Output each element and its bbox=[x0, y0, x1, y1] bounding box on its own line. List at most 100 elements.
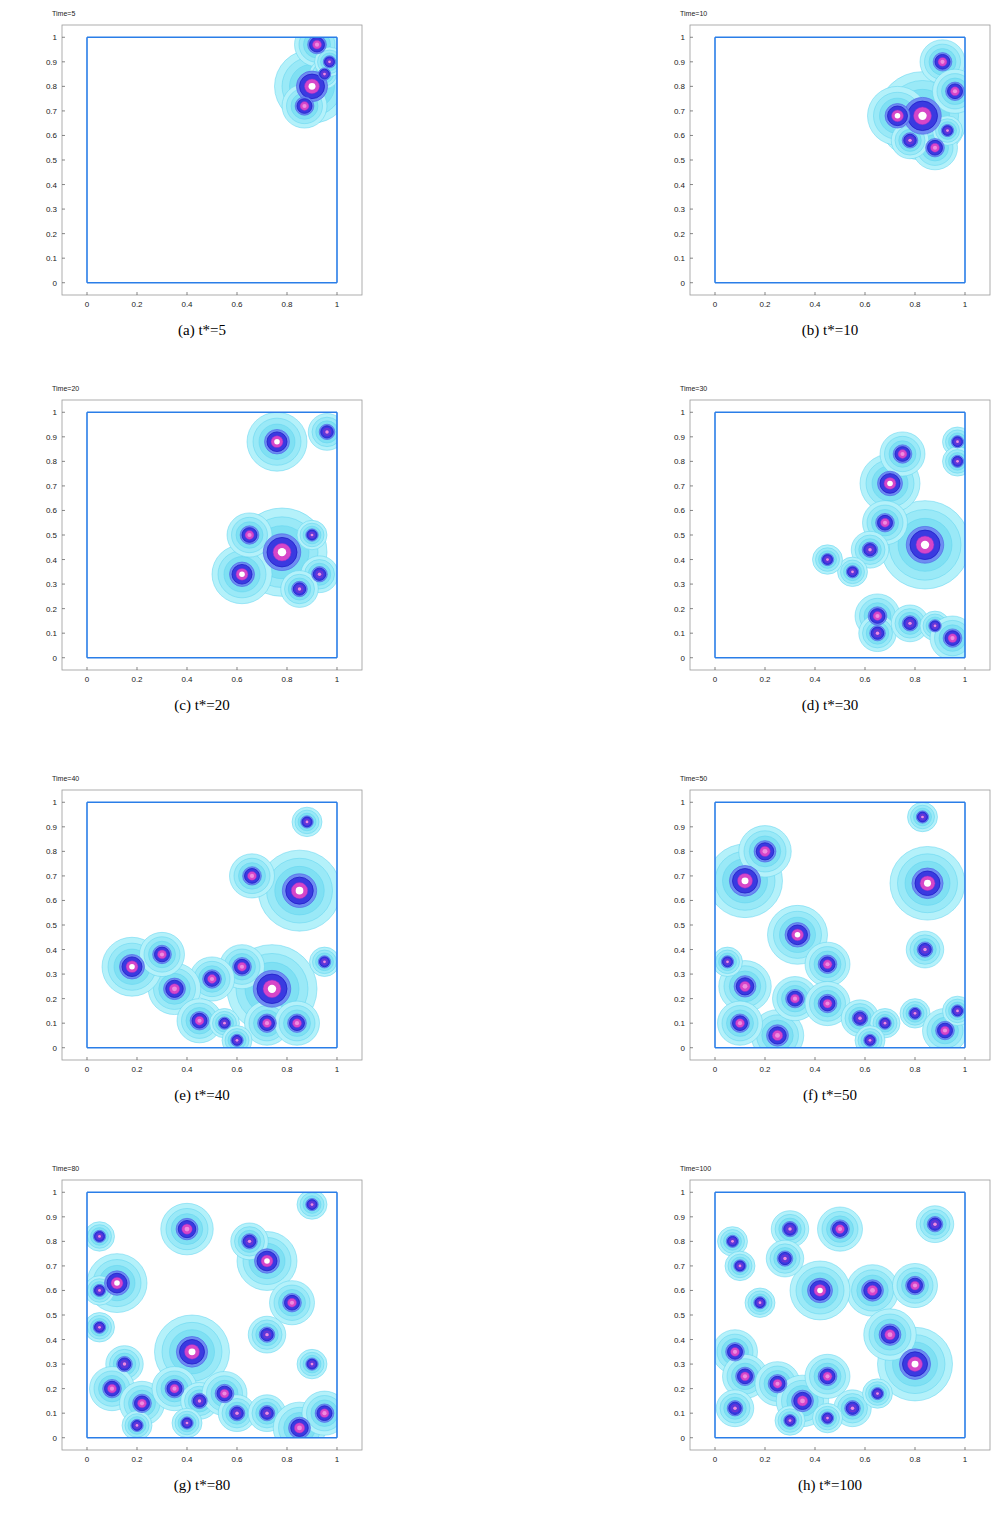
vortex bbox=[180, 1340, 205, 1365]
y-tick bbox=[62, 1241, 65, 1242]
vortex-halo bbox=[885, 436, 921, 471]
y-tick-label: 0 bbox=[53, 1044, 58, 1053]
y-tick bbox=[62, 461, 65, 462]
y-tick-label: 0.8 bbox=[46, 847, 58, 856]
panel: 00.20.40.60.8100.10.20.30.40.50.60.70.80… bbox=[46, 1165, 362, 1494]
vortex-core bbox=[738, 873, 753, 888]
vortex-center bbox=[306, 821, 309, 824]
wall-bottom bbox=[715, 1047, 965, 1049]
vortex-core bbox=[955, 1008, 961, 1014]
vortex bbox=[908, 1278, 923, 1293]
vortex-ring bbox=[879, 1324, 901, 1345]
vortex-ring bbox=[902, 133, 918, 148]
vortex-halo bbox=[899, 612, 922, 634]
vortex-center bbox=[302, 104, 306, 108]
vortex-halo bbox=[949, 453, 966, 471]
vortex-ring bbox=[871, 1387, 884, 1399]
vortex-halo bbox=[930, 616, 965, 658]
vortex-ring bbox=[885, 104, 910, 129]
wall-left bbox=[86, 1192, 88, 1437]
vortex-core bbox=[725, 959, 731, 965]
vortex-halo bbox=[279, 1289, 306, 1316]
vortex-ring bbox=[862, 542, 878, 557]
vortex-field bbox=[813, 427, 966, 658]
vortex-center bbox=[309, 83, 316, 90]
vortex-core bbox=[288, 1298, 297, 1307]
vortex-halo bbox=[911, 805, 935, 829]
vortex-ring bbox=[821, 1412, 834, 1424]
vortex bbox=[864, 1282, 882, 1299]
vortex-core bbox=[920, 876, 935, 891]
wall-right bbox=[964, 1192, 966, 1437]
vortex-ring bbox=[230, 562, 255, 587]
y-tick bbox=[690, 1290, 693, 1291]
y-tick-label: 1 bbox=[681, 33, 686, 42]
y-tick-label: 0.3 bbox=[674, 205, 686, 214]
vortex-core bbox=[786, 1225, 794, 1232]
vortex bbox=[243, 1235, 256, 1247]
vortex-center bbox=[198, 1399, 202, 1402]
vortex-center bbox=[325, 430, 329, 433]
vortex-ring bbox=[103, 1379, 122, 1397]
vortex-halo bbox=[238, 1230, 261, 1252]
vortex-ring bbox=[203, 970, 222, 988]
vortex-ring bbox=[263, 534, 301, 571]
wall-bottom bbox=[87, 1047, 337, 1049]
vortex-halo bbox=[161, 1203, 214, 1255]
vortex-core bbox=[921, 946, 929, 953]
panel-title: Time=30 bbox=[680, 385, 707, 392]
vortex-halo bbox=[722, 1006, 758, 1041]
y-tick-label: 0.7 bbox=[46, 1262, 58, 1271]
x-tick bbox=[237, 292, 238, 295]
vortex-center bbox=[311, 1203, 314, 1206]
vortex-halo bbox=[222, 1398, 252, 1427]
vortex-ring bbox=[105, 1271, 130, 1296]
x-tick bbox=[915, 1057, 916, 1060]
vortex-center bbox=[759, 1301, 762, 1304]
x-tick-label: 0.4 bbox=[809, 1065, 821, 1074]
vortex-halo bbox=[122, 1411, 152, 1438]
vortex-core bbox=[873, 612, 882, 621]
x-tick bbox=[87, 292, 88, 295]
y-tick bbox=[690, 851, 693, 852]
x-tick bbox=[337, 667, 338, 670]
vortex bbox=[193, 1395, 206, 1407]
vortex-core bbox=[170, 1384, 179, 1393]
wall-right bbox=[336, 37, 338, 282]
vortex bbox=[320, 69, 330, 79]
y-tick-label: 0.6 bbox=[674, 896, 686, 905]
vortex-core bbox=[825, 557, 831, 563]
vortex-center bbox=[236, 1039, 239, 1042]
y-tick bbox=[62, 1023, 65, 1024]
vortex-core bbox=[867, 1037, 873, 1043]
vortex-halo bbox=[906, 931, 944, 968]
vortex-ring bbox=[876, 514, 895, 532]
vortex bbox=[880, 474, 900, 494]
y-tick-label: 0 bbox=[53, 279, 58, 288]
vortex-ring bbox=[792, 1390, 814, 1411]
vortex-ring bbox=[926, 139, 945, 157]
vortex-center bbox=[825, 962, 829, 966]
vortex bbox=[135, 1396, 150, 1411]
vortex-core bbox=[263, 1019, 272, 1028]
vortex-ring bbox=[916, 811, 929, 823]
vortex-ring bbox=[323, 56, 336, 68]
vortex bbox=[881, 1326, 899, 1343]
y-tick-label: 0.1 bbox=[674, 254, 686, 263]
vortex-halo bbox=[91, 1228, 109, 1246]
y-tick bbox=[690, 1216, 693, 1217]
y-tick-label: 0.2 bbox=[46, 995, 58, 1004]
vortex-center bbox=[918, 112, 926, 120]
y-tick-label: 0.2 bbox=[674, 995, 686, 1004]
vortex-halo bbox=[719, 953, 737, 971]
vortex-halo bbox=[778, 1409, 802, 1433]
vortex-core bbox=[126, 961, 138, 973]
vortex-center bbox=[328, 60, 331, 63]
vortex-core bbox=[327, 59, 333, 65]
vortex-halo bbox=[897, 1268, 933, 1303]
figure: 00.20.40.60.8100.10.20.30.40.50.60.70.80… bbox=[0, 0, 1008, 1526]
x-tick-label: 0.6 bbox=[231, 300, 243, 309]
vortex-core bbox=[238, 962, 247, 971]
vortex-ring bbox=[946, 82, 965, 100]
vortex-halo bbox=[781, 1412, 799, 1430]
